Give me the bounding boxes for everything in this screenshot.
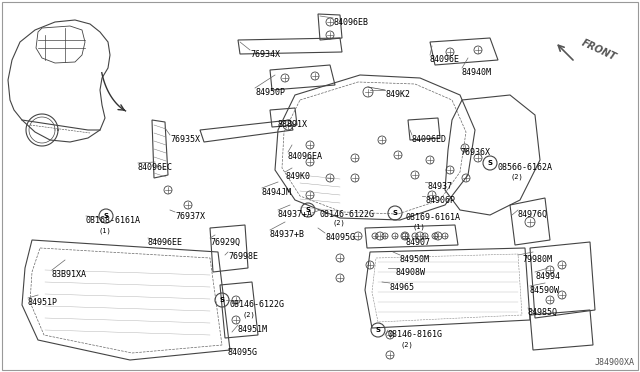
Text: 84940M: 84940M — [462, 68, 492, 77]
Text: 84096EA: 84096EA — [288, 152, 323, 161]
Text: (2): (2) — [242, 312, 255, 318]
Text: 84965: 84965 — [390, 283, 415, 292]
Text: 08146-8161G: 08146-8161G — [388, 330, 443, 339]
Text: 84096E: 84096E — [430, 55, 460, 64]
Text: 84937+B: 84937+B — [270, 230, 305, 239]
Text: 84950M: 84950M — [400, 255, 430, 264]
Text: 84951P: 84951P — [28, 298, 58, 307]
Text: 83B91XA: 83B91XA — [52, 270, 87, 279]
Text: 84985Q: 84985Q — [528, 308, 558, 317]
Text: S: S — [305, 207, 310, 213]
Text: 8494JM: 8494JM — [262, 188, 292, 197]
Text: 76936X: 76936X — [460, 148, 490, 157]
Text: 84907: 84907 — [405, 238, 430, 247]
Text: 08168-6161A: 08168-6161A — [86, 216, 141, 225]
Text: 849K2: 849K2 — [385, 90, 410, 99]
Text: 76934X: 76934X — [250, 50, 280, 59]
Text: 84096EB: 84096EB — [333, 18, 368, 27]
Text: 88891X: 88891X — [278, 120, 308, 129]
Text: 84096EC: 84096EC — [138, 163, 173, 172]
Text: S: S — [104, 213, 109, 219]
Text: 84937+A: 84937+A — [278, 210, 313, 219]
Text: 84908W: 84908W — [396, 268, 426, 277]
Text: 84976Q: 84976Q — [518, 210, 548, 219]
Text: 84096ED: 84096ED — [412, 135, 447, 144]
Text: (2): (2) — [332, 220, 345, 227]
Text: 84994: 84994 — [535, 272, 560, 281]
Text: 84906P: 84906P — [425, 196, 455, 205]
Text: 84950P: 84950P — [255, 88, 285, 97]
Text: S: S — [220, 297, 225, 303]
Text: (2): (2) — [510, 174, 523, 180]
Text: 76998E: 76998E — [228, 252, 258, 261]
Text: 849K0: 849K0 — [285, 172, 310, 181]
Text: (1): (1) — [98, 227, 111, 234]
Text: 08566-6162A: 08566-6162A — [498, 163, 553, 172]
Text: 76929Q: 76929Q — [210, 238, 240, 247]
Text: S: S — [392, 210, 397, 216]
Text: 84937: 84937 — [428, 182, 453, 191]
Text: 84951M: 84951M — [238, 325, 268, 334]
Text: 84095G: 84095G — [325, 233, 355, 242]
Text: FRONT: FRONT — [580, 38, 618, 62]
Text: 79980M: 79980M — [522, 255, 552, 264]
Text: 84095G: 84095G — [228, 348, 258, 357]
Text: J84900XA: J84900XA — [595, 358, 635, 367]
Text: 84096EE: 84096EE — [148, 238, 183, 247]
Text: S: S — [488, 160, 493, 166]
Text: 76935X: 76935X — [170, 135, 200, 144]
Text: (2): (2) — [400, 342, 413, 349]
Text: (1): (1) — [412, 224, 425, 231]
Text: 08146-6122G: 08146-6122G — [320, 210, 375, 219]
Text: 08169-6161A: 08169-6161A — [406, 213, 461, 222]
Text: 84590W: 84590W — [530, 286, 560, 295]
Text: 08146-6122G: 08146-6122G — [230, 300, 285, 309]
Text: S: S — [376, 327, 381, 333]
Text: 76937X: 76937X — [175, 212, 205, 221]
